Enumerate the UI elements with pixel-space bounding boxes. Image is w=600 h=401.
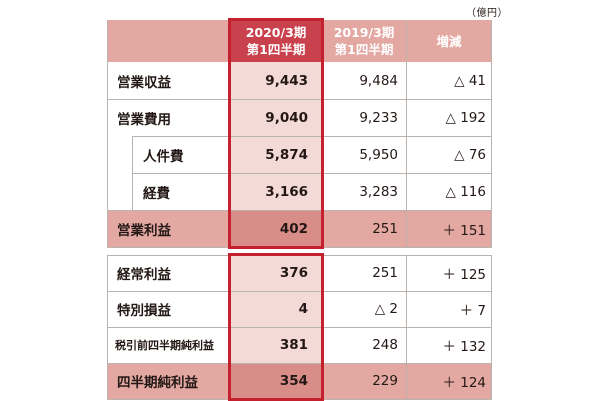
row-diff: △ 76	[454, 146, 486, 163]
row-label: 特別損益	[117, 303, 171, 319]
row-divider	[107, 210, 492, 211]
table-row: 特別損益 4 △ 2 ＋ 7	[107, 291, 492, 327]
row-divider	[107, 327, 492, 328]
table-row: 税引前四半期純利益 381 248 ＋ 132	[107, 327, 492, 363]
row-divider	[107, 255, 492, 256]
row-previous: 5,950	[359, 146, 398, 163]
header-previous-line2: 第1四半期	[334, 42, 394, 57]
row-divider	[132, 136, 492, 137]
row-current: 381	[230, 327, 322, 363]
row-previous: 3,283	[359, 183, 398, 200]
row-diff: ＋ 151	[442, 222, 486, 239]
row-label: 営業費用	[117, 111, 171, 128]
table-row: 人件費 5,874 5,950 △ 76	[107, 136, 492, 173]
row-diff: ＋ 125	[442, 267, 486, 283]
header-current-line2: 第1四半期	[246, 42, 306, 57]
unit-label: （億円）	[466, 8, 508, 19]
table-row: 営業収益 9,443 9,484 △ 41	[107, 62, 492, 99]
row-previous: △ 2	[374, 301, 398, 317]
indent-divider	[132, 136, 133, 210]
row-current: 354	[230, 363, 322, 399]
row-diff: ＋ 7	[459, 303, 486, 319]
column-divider	[491, 20, 492, 247]
header-current-line1: 2020/3期	[245, 25, 307, 40]
row-diff: △ 192	[445, 109, 486, 126]
row-divider	[107, 99, 492, 100]
column-divider	[406, 255, 407, 399]
row-diff: ＋ 124	[442, 375, 486, 391]
row-label: 人件費	[143, 148, 184, 165]
row-previous: 9,484	[359, 72, 398, 89]
row-diff: △ 41	[454, 72, 486, 89]
table-row: 経費 3,166 3,283 △ 116	[107, 173, 492, 210]
row-previous: 248	[372, 337, 398, 353]
row-diff: △ 116	[445, 183, 486, 200]
row-divider	[107, 247, 492, 248]
row-divider	[107, 291, 492, 292]
row-label: 営業収益	[117, 74, 171, 91]
row-label: 税引前四半期純利益	[115, 339, 214, 352]
column-divider	[107, 255, 108, 399]
column-divider	[107, 20, 108, 247]
row-previous: 251	[372, 220, 398, 237]
header-previous-line1: 2019/3期	[333, 25, 395, 40]
row-current: 9,040	[230, 99, 322, 136]
row-label: 営業利益	[117, 222, 171, 239]
row-current: 3,166	[230, 173, 322, 210]
row-previous: 251	[372, 265, 398, 281]
table-header: 2020/3期 第1四半期 2019/3期 第1四半期 増減	[107, 20, 492, 62]
header-previous: 2019/3期 第1四半期	[322, 20, 406, 62]
row-previous: 9,233	[359, 109, 398, 126]
table-row: 営業費用 9,040 9,233 △ 192	[107, 99, 492, 136]
row-current: 9,443	[230, 62, 322, 99]
row-current: 4	[230, 291, 322, 327]
table-row: 四半期純利益 354 229 ＋ 124	[107, 363, 492, 399]
column-divider	[491, 255, 492, 399]
row-previous: 229	[372, 373, 398, 389]
row-current: 402	[230, 210, 322, 247]
row-diff: ＋ 132	[442, 339, 486, 355]
row-current: 5,874	[230, 136, 322, 173]
header-diff-label: 増減	[436, 33, 462, 49]
row-label: 経費	[143, 185, 170, 202]
table-row: 営業利益 402 251 ＋ 151	[107, 210, 492, 247]
header-diff: 増減	[406, 20, 492, 62]
row-current: 376	[230, 255, 322, 291]
row-label: 経常利益	[117, 267, 171, 283]
row-divider	[107, 363, 492, 364]
table-row: 経常利益 376 251 ＋ 125	[107, 255, 492, 291]
column-divider	[406, 20, 407, 247]
header-current: 2020/3期 第1四半期	[230, 20, 322, 62]
row-divider	[132, 173, 492, 174]
row-label: 四半期純利益	[117, 375, 198, 391]
